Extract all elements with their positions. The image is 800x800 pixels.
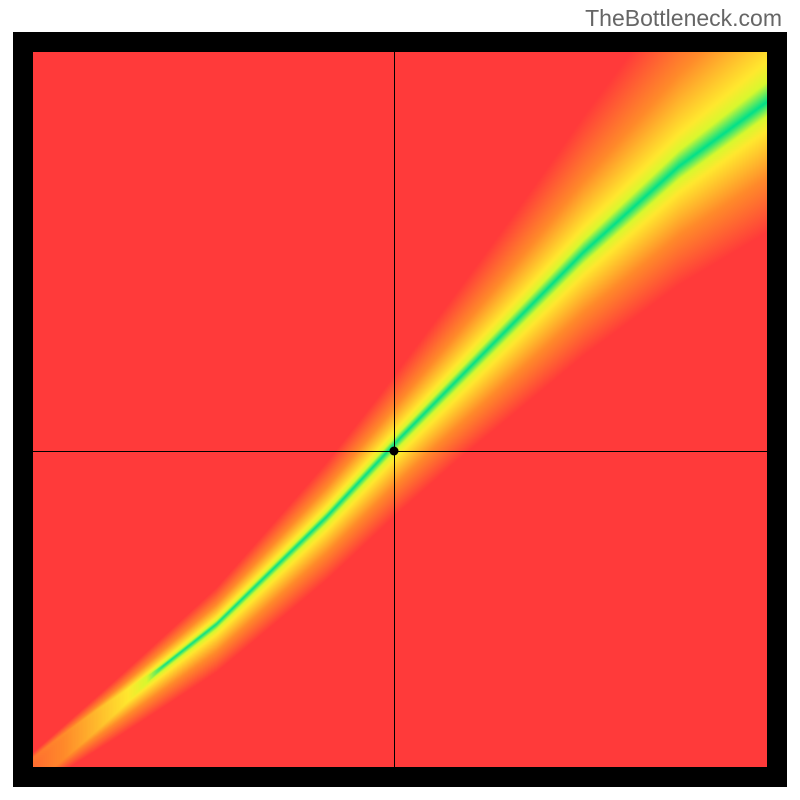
chart-border — [13, 32, 787, 787]
crosshair-vertical — [394, 52, 395, 767]
heatmap-canvas — [33, 52, 767, 767]
crosshair-horizontal — [33, 451, 767, 452]
marker-dot — [390, 446, 399, 455]
figure-container: TheBottleneck.com — [0, 0, 800, 800]
watermark-text: TheBottleneck.com — [585, 5, 782, 32]
plot-area — [33, 52, 767, 767]
